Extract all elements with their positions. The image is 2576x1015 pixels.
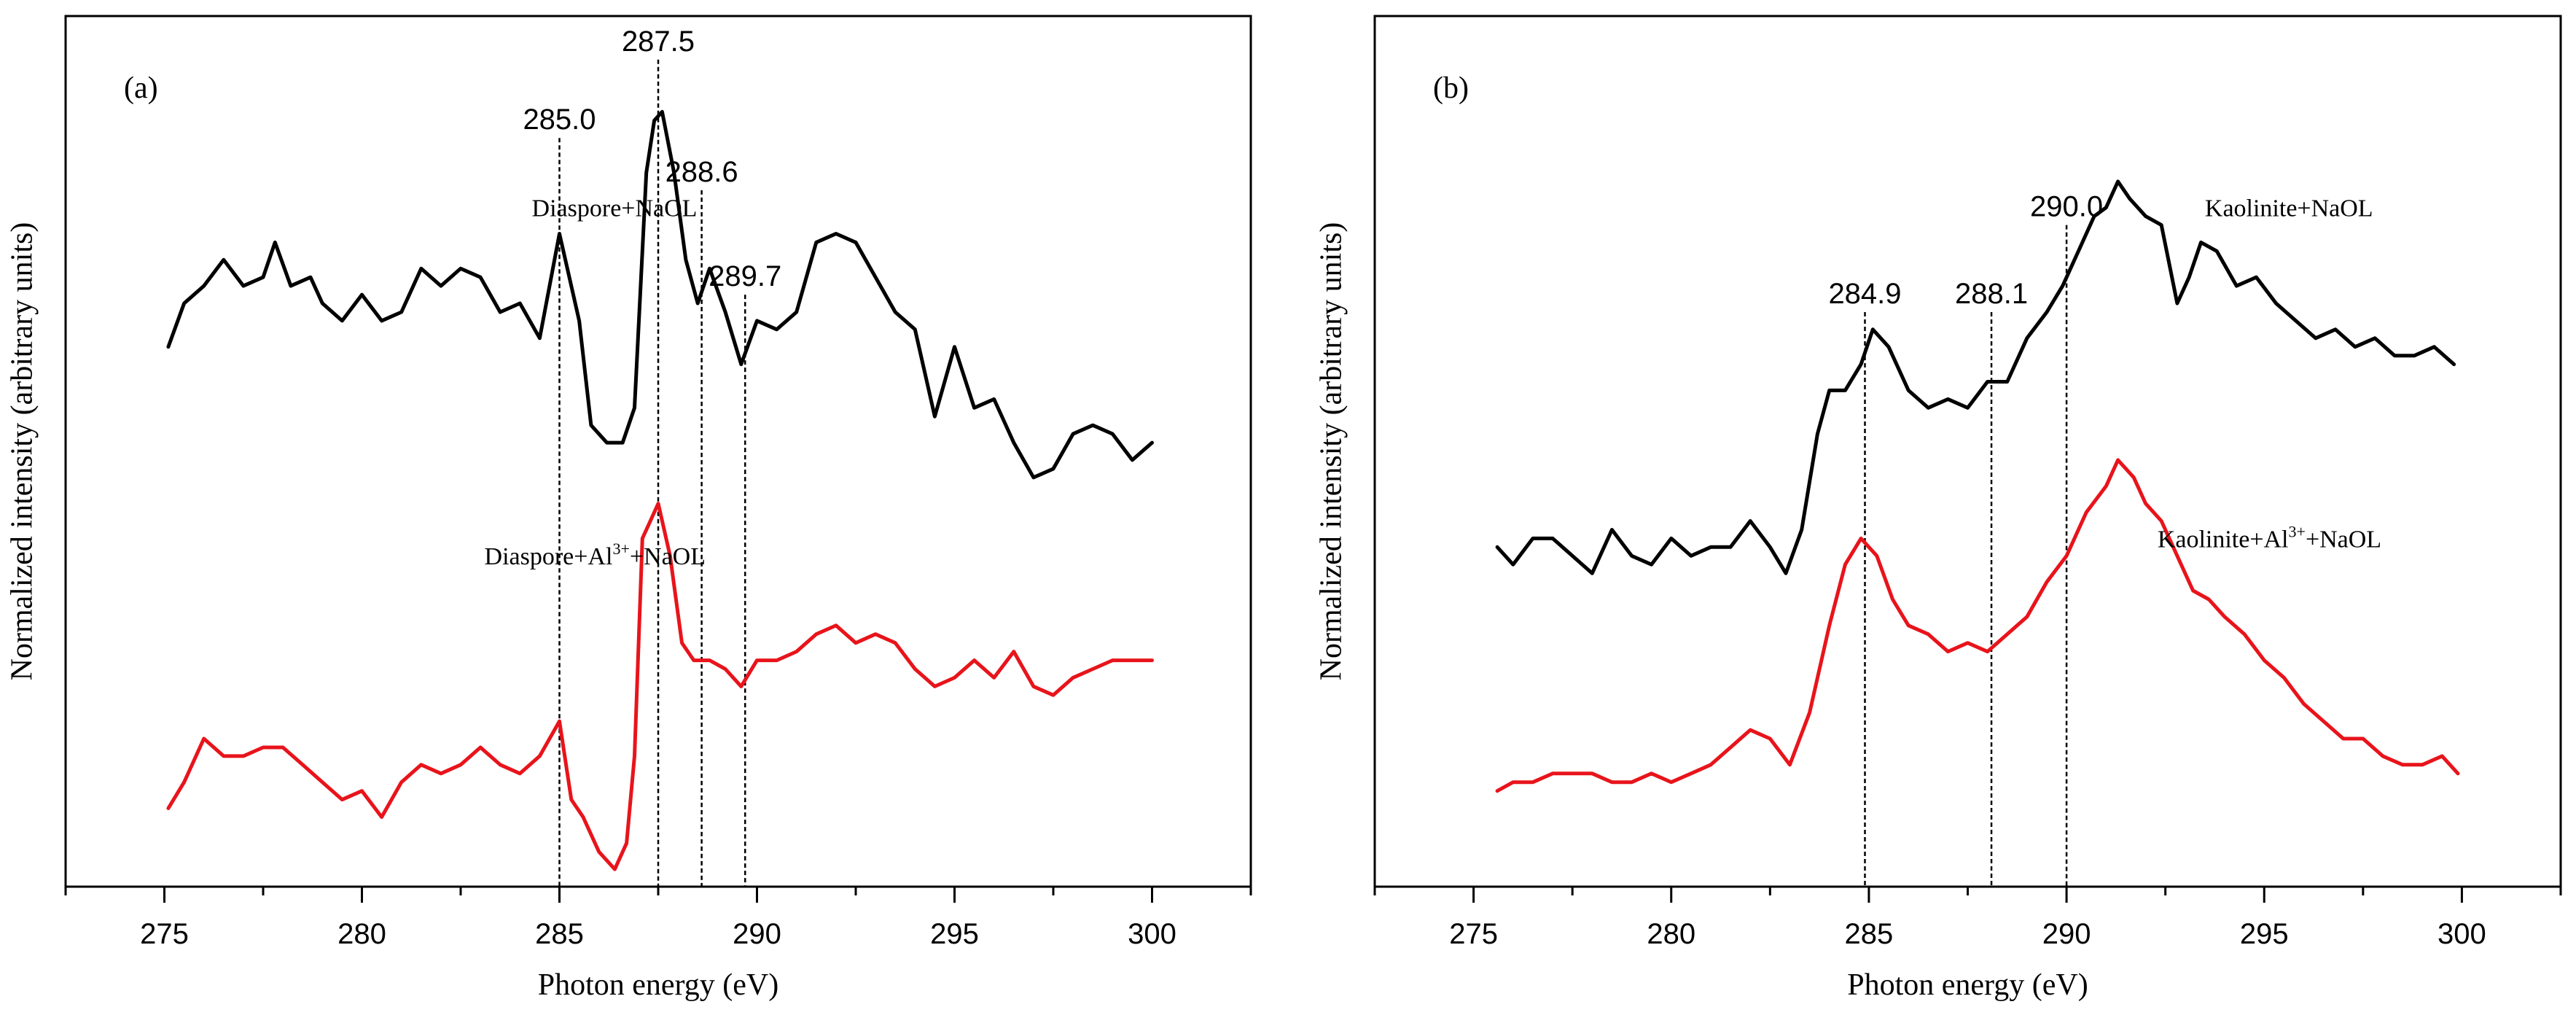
series-label-base: Kaolinite+Al xyxy=(2158,526,2289,553)
peak-label: 288.1 xyxy=(1955,278,2028,310)
x-tick-label: 280 xyxy=(1647,918,1695,950)
series-label-superscript: 3+ xyxy=(612,540,629,558)
x-tick-label: 290 xyxy=(733,918,781,950)
x-axis-title: Photon energy (eV) xyxy=(538,968,778,1002)
panel-b: 275 280 285 290 295 300 Photon energy (eV) Norm… xyxy=(1315,15,2562,1002)
x-tick-label: 285 xyxy=(535,918,584,950)
series-line xyxy=(166,109,1154,480)
peak-label: 288.6 xyxy=(666,156,738,188)
series-label-base: Diaspore+NaOL xyxy=(532,195,698,222)
y-axis-title: Normalized intensity (arbitrary units) xyxy=(1315,222,1349,681)
series-line xyxy=(1495,179,2456,575)
series-label: Diaspore+NaOL xyxy=(532,195,698,222)
series-label-tail: +NaOL xyxy=(2306,526,2381,553)
series-line xyxy=(166,502,1154,871)
series-label: Kaolinite+Al3++NaOL xyxy=(2158,522,2381,553)
peak-label: 289.7 xyxy=(709,260,781,292)
panel-label: (b) xyxy=(1433,71,1469,105)
series-label-base: Diaspore+Al xyxy=(485,543,613,570)
panel-label: (a) xyxy=(124,71,158,105)
x-tick-label: 295 xyxy=(2240,918,2289,950)
peak-label: 290.0 xyxy=(2030,191,2103,223)
x-tick-label: 285 xyxy=(1845,918,1894,950)
x-tick-label: 300 xyxy=(2438,918,2486,950)
x-tick-label: 300 xyxy=(1128,918,1176,950)
peak-label: 285.0 xyxy=(523,104,596,136)
panel-a: 275 280 285 290 295 300 Photon energy (eV) Norm… xyxy=(6,15,1252,1002)
y-axis-title: Normalized intensity (arbitrary units) xyxy=(6,222,39,681)
x-tick-label: 295 xyxy=(930,918,979,950)
x-tick-label: 275 xyxy=(140,918,189,950)
x-tick-label: 280 xyxy=(337,918,386,950)
peak-label: 284.9 xyxy=(1828,278,1901,310)
series-line xyxy=(1495,458,2460,793)
series-label-tail: +NaOL xyxy=(630,543,706,570)
x-tick-label: 275 xyxy=(1449,918,1498,950)
series-label-base: Kaolinite+NaOL xyxy=(2205,195,2373,222)
x-axis-title: Photon energy (eV) xyxy=(1847,968,2088,1002)
peak-label: 287.5 xyxy=(622,26,695,58)
series-label: Diaspore+Al3++NaOL xyxy=(485,540,706,570)
series-label: Kaolinite+NaOL xyxy=(2205,195,2373,222)
x-tick-label: 290 xyxy=(2042,918,2091,950)
series-label-superscript: 3+ xyxy=(2289,522,2306,540)
